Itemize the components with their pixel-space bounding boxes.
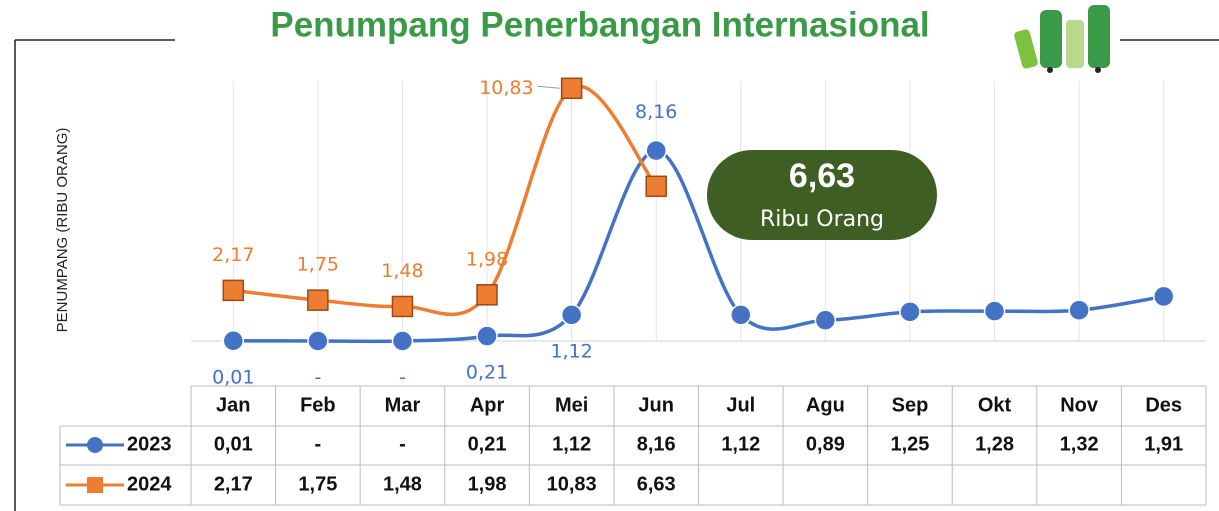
marker — [308, 290, 328, 310]
chart-title: Penumpang Penerbangan Internasional — [270, 5, 929, 44]
data-label: 0,01 — [212, 366, 254, 388]
data-label: - — [314, 367, 321, 389]
marker — [1154, 286, 1174, 306]
marker — [646, 176, 666, 196]
x-tick-label: Apr — [470, 394, 505, 416]
y-axis-label: PENUMPANG (RIBU ORANG) — [54, 128, 71, 333]
data-label: - — [399, 367, 406, 389]
callout-unit: Ribu Orang — [760, 207, 884, 232]
marker — [223, 331, 243, 351]
table-cell: 1,48 — [383, 473, 422, 495]
marker — [731, 305, 751, 325]
chart: Penumpang Penerbangan Internasional PENU… — [0, 0, 1219, 511]
marker — [562, 305, 582, 325]
table-cell: 8,16 — [637, 433, 676, 455]
legend-marker — [87, 437, 103, 453]
x-tick-label: Jun — [638, 394, 674, 416]
leader-line — [538, 86, 560, 88]
table-cell: 6,63 — [637, 473, 676, 495]
x-tick-label: Sep — [892, 394, 929, 416]
marker — [646, 141, 666, 161]
marker — [477, 285, 497, 305]
table-cell: 2,17 — [214, 473, 253, 495]
data-label: 1,98 — [466, 248, 508, 270]
callout-value: 6,63 — [789, 157, 855, 195]
table-cell: 1,25 — [890, 433, 929, 455]
data-label: 1,75 — [297, 254, 339, 276]
icon — [1013, 5, 1110, 73]
series-line — [233, 151, 1163, 342]
x-tick-label: Okt — [978, 394, 1012, 416]
x-tick-label: Agu — [806, 394, 845, 416]
marker — [392, 331, 412, 351]
marker — [477, 326, 497, 346]
x-tick-label: Des — [1145, 394, 1182, 416]
table-cell: 1,91 — [1144, 433, 1183, 455]
marker — [223, 280, 243, 300]
marker — [900, 302, 920, 322]
marker — [815, 310, 835, 330]
table-cell: 1,98 — [468, 473, 507, 495]
marker — [392, 296, 412, 316]
legend-label: 2023 — [127, 433, 172, 455]
table-cell: - — [315, 433, 322, 455]
legend-marker — [87, 477, 103, 493]
x-tick-label: Mei — [555, 394, 588, 416]
table-cell: 1,12 — [721, 433, 760, 455]
data-label: 1,12 — [550, 340, 592, 362]
table-cell: - — [399, 433, 406, 455]
marker — [308, 331, 328, 351]
data-label: 8,16 — [635, 101, 677, 123]
table-cell: 10,83 — [547, 473, 597, 495]
table-cell: 1,28 — [975, 433, 1014, 455]
table-cell: 1,75 — [298, 473, 337, 495]
table-cell: 0,01 — [214, 433, 253, 455]
callout: 6,63 Ribu Orang — [707, 150, 937, 240]
data-label: 0,21 — [466, 362, 508, 384]
table-cell: 0,89 — [806, 433, 845, 455]
marker — [562, 78, 582, 98]
x-tick-label: Jul — [726, 394, 755, 416]
x-tick-label: Feb — [300, 394, 336, 416]
legend-label: 2024 — [127, 473, 172, 495]
table-cell: 1,12 — [552, 433, 591, 455]
data-label: 10,83 — [479, 77, 533, 99]
table-cell: 0,21 — [468, 433, 507, 455]
x-tick-label: Nov — [1060, 394, 1099, 416]
table-cell: 1,32 — [1060, 433, 1099, 455]
x-tick-label: Mar — [385, 394, 421, 416]
x-tick-label: Jan — [216, 394, 250, 416]
marker — [1069, 300, 1089, 320]
marker — [985, 301, 1005, 321]
data-label: 1,48 — [381, 260, 423, 282]
data-label: 2,17 — [212, 244, 254, 266]
